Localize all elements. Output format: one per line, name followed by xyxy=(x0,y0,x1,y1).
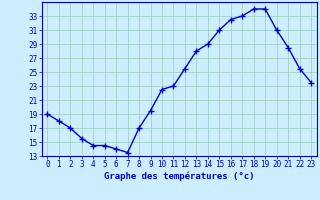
X-axis label: Graphe des températures (°c): Graphe des températures (°c) xyxy=(104,172,254,181)
